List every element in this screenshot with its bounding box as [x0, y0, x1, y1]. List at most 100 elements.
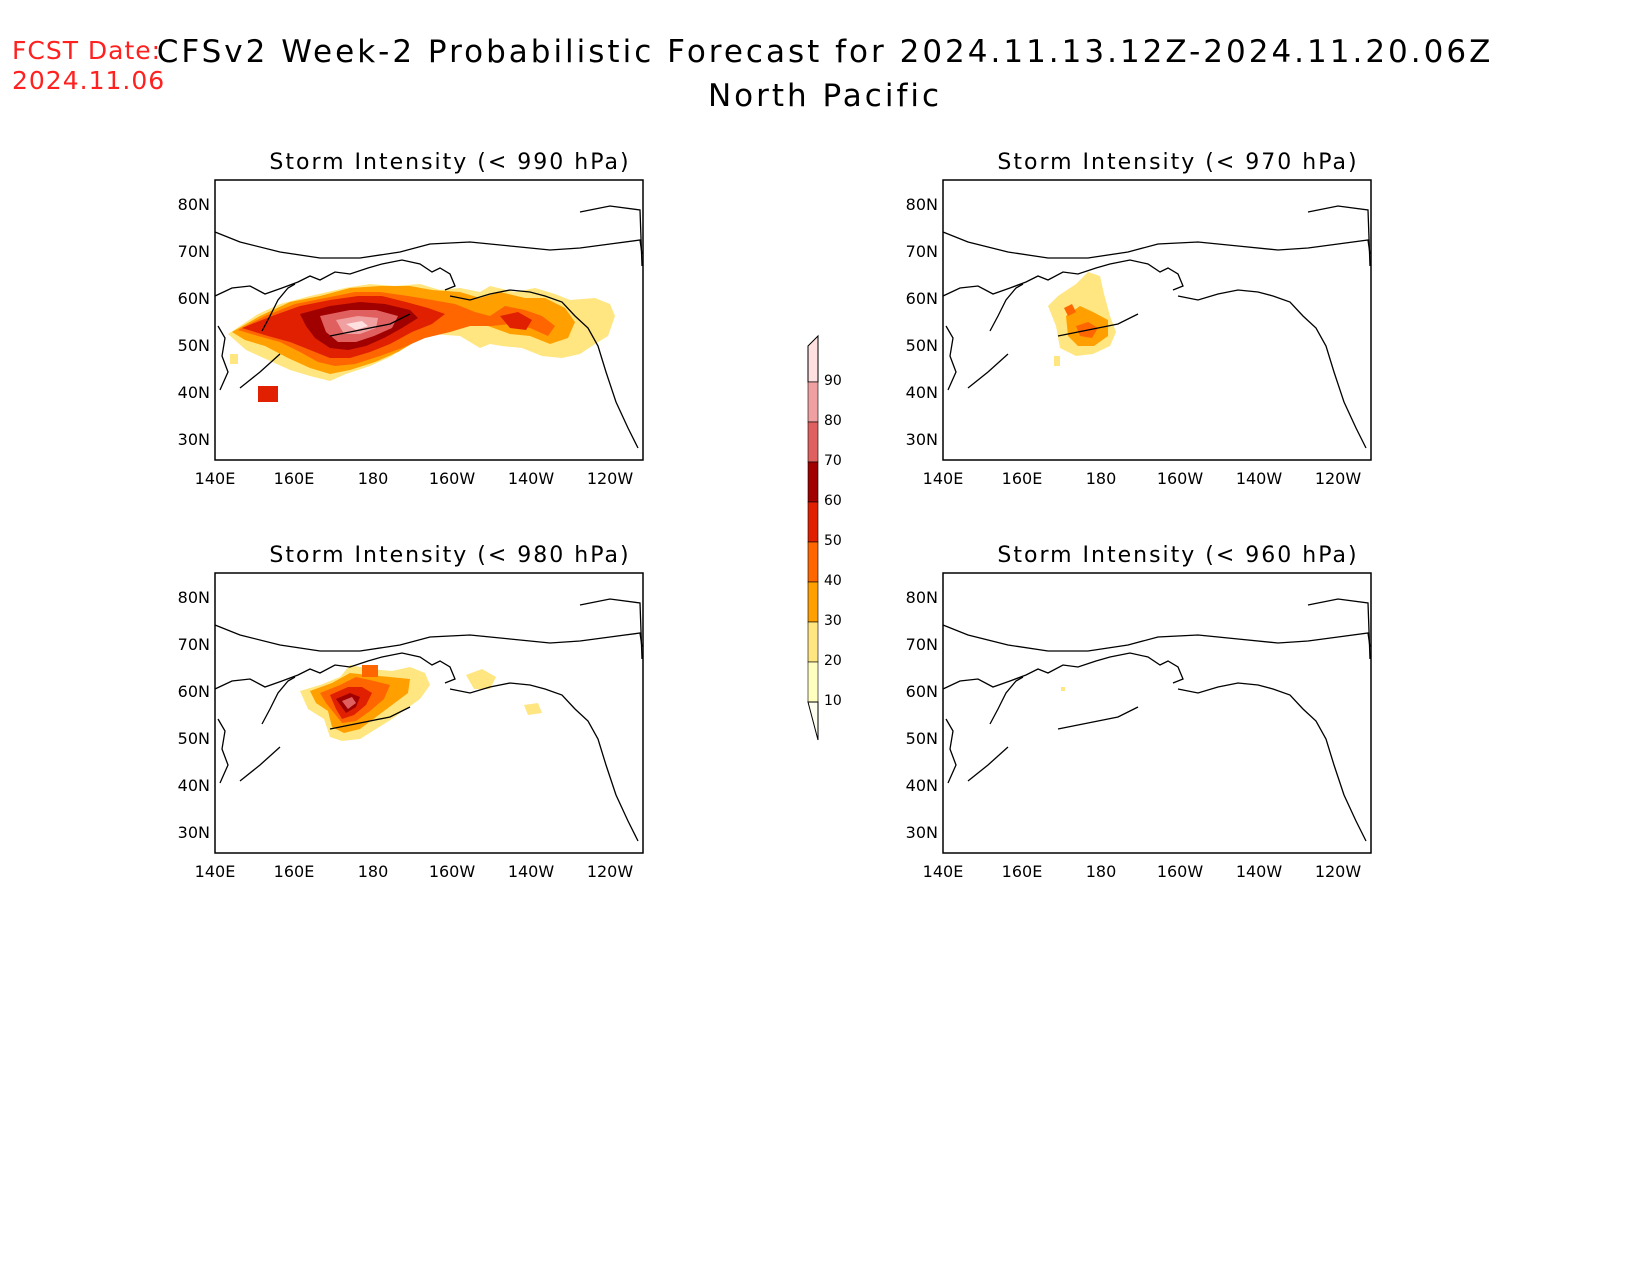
colorbar-label: 60: [824, 493, 842, 509]
lon-label: 160E: [274, 469, 315, 488]
lon-label: 180: [1086, 469, 1117, 488]
colorbar-box: [807, 541, 819, 583]
lat-label: 80N: [178, 588, 210, 607]
lon-label: 180: [358, 862, 389, 881]
colorbar-label: 40: [824, 573, 842, 589]
lat-label: 40N: [906, 383, 938, 402]
lon-label: 160E: [1002, 469, 1043, 488]
colorbar-box: [807, 581, 819, 623]
lat-label: 80N: [906, 588, 938, 607]
page-title: CFSv2 Week-2 Probabilistic Forecast for …: [156, 34, 1494, 70]
contour-90: [346, 321, 368, 330]
lat-label: 40N: [178, 383, 210, 402]
lon-label: 180: [1086, 862, 1117, 881]
colorbar: 90 80 70 60 50 40 30 20 10: [798, 330, 858, 750]
lat-label: 60N: [178, 289, 210, 308]
map-frame-960: [942, 572, 1372, 854]
coastlines-980: [214, 598, 643, 842]
lon-label: 120W: [1315, 469, 1362, 488]
lon-label: 120W: [1315, 862, 1362, 881]
lon-ticks-970: 140E 160E 180 160W 140W 120W: [923, 469, 1362, 488]
lon-ticks-990: 140E 160E 180 160W 140W 120W: [195, 469, 634, 488]
colorbar-label: 30: [824, 613, 842, 629]
colorbar-label: 90: [824, 373, 842, 389]
colorbar-cap-bottom: [807, 701, 819, 741]
lon-label: 120W: [587, 862, 634, 881]
lon-label: 160W: [1157, 862, 1204, 881]
region-title: North Pacific: [707, 78, 943, 114]
lat-label: 80N: [906, 195, 938, 214]
colorbar-label: 50: [824, 533, 842, 549]
colorbar-label: 10: [824, 693, 842, 709]
lat-label: 50N: [178, 336, 210, 355]
lon-label: 140W: [1236, 469, 1283, 488]
map-frame-990: [214, 179, 644, 461]
lat-label: 70N: [906, 635, 938, 654]
lon-label: 180: [358, 469, 389, 488]
map-960: 80N 70N 60N 50N 40N 30N 140E 160E 180 16…: [906, 572, 1372, 881]
lat-label: 40N: [178, 776, 210, 795]
lon-label: 140W: [508, 862, 555, 881]
colorbar-box: [807, 621, 819, 663]
lat-label: 60N: [178, 682, 210, 701]
lon-label: 160W: [1157, 469, 1204, 488]
lon-label: 140W: [1236, 862, 1283, 881]
coastlines-990: [214, 205, 643, 449]
probability-field-970: [1048, 272, 1116, 366]
contour-50b: [500, 312, 532, 330]
panel-title-980: Storm Intensity (< 980 hPa): [269, 543, 631, 568]
map-frame-980: [214, 572, 644, 854]
panel-title-960: Storm Intensity (< 960 hPa): [997, 543, 1359, 568]
probability-field-990: [228, 284, 615, 402]
lon-ticks-960: 140E 160E 180 160W 140W 120W: [923, 862, 1362, 881]
lat-label: 60N: [906, 289, 938, 308]
lat-ticks-990: 80N 70N 60N 50N 40N 30N: [178, 195, 210, 449]
lat-label: 30N: [906, 430, 938, 449]
lon-label: 140W: [508, 469, 555, 488]
lat-label: 80N: [178, 195, 210, 214]
lat-label: 50N: [906, 336, 938, 355]
lon-label: 140E: [195, 862, 236, 881]
contour-70: [342, 697, 356, 709]
lon-label: 160W: [429, 862, 476, 881]
coastlines-970: [942, 205, 1371, 449]
colorbar-box: [807, 381, 819, 423]
contour-40b: [1064, 304, 1076, 316]
probability-field-960: [1061, 687, 1065, 691]
map-970: 80N 70N 60N 50N 40N 30N 140E 160E 180 16…: [906, 179, 1372, 488]
lon-label: 140E: [923, 862, 964, 881]
map-980: 80N 70N 60N 50N 40N 30N 140E 160E 180 16…: [178, 572, 644, 881]
lat-label: 30N: [906, 823, 938, 842]
colorbar-label: 80: [824, 413, 842, 429]
map-990: 80N 70N 60N 50N 40N 30N 140E 160E 180 16…: [178, 179, 644, 488]
patch-40n: [258, 386, 278, 402]
colorbar-cap-top: [807, 334, 819, 383]
lat-label: 60N: [906, 682, 938, 701]
lat-ticks-980: 80N 70N 60N 50N 40N 30N: [178, 588, 210, 842]
lon-label: 140E: [923, 469, 964, 488]
lat-label: 50N: [178, 729, 210, 748]
colorbar-label: 70: [824, 453, 842, 469]
lat-ticks-970: 80N 70N 60N 50N 40N 30N: [906, 195, 938, 449]
lon-label: 140E: [195, 469, 236, 488]
lon-label: 160W: [429, 469, 476, 488]
lat-label: 50N: [906, 729, 938, 748]
colorbar-box: [807, 501, 819, 543]
patch-north: [362, 665, 378, 677]
lat-label: 70N: [178, 242, 210, 261]
lon-ticks-980: 140E 160E 180 160W 140W 120W: [195, 862, 634, 881]
colorbar-box: [807, 421, 819, 463]
lat-label: 30N: [178, 430, 210, 449]
lat-label: 70N: [906, 242, 938, 261]
colorbar-label: 20: [824, 653, 842, 669]
lat-label: 40N: [906, 776, 938, 795]
forecast-date-block: FCST Date: 2024.11.06: [12, 36, 165, 96]
colorbar-box: [807, 661, 819, 703]
lon-label: 160E: [274, 862, 315, 881]
coastlines-960: [942, 598, 1371, 842]
patch-small: [1054, 356, 1060, 366]
colorbar-boxes: [807, 381, 819, 703]
patch-tiny: [1061, 687, 1065, 691]
colorbar-box: [807, 461, 819, 503]
probability-field-980: [300, 665, 542, 741]
